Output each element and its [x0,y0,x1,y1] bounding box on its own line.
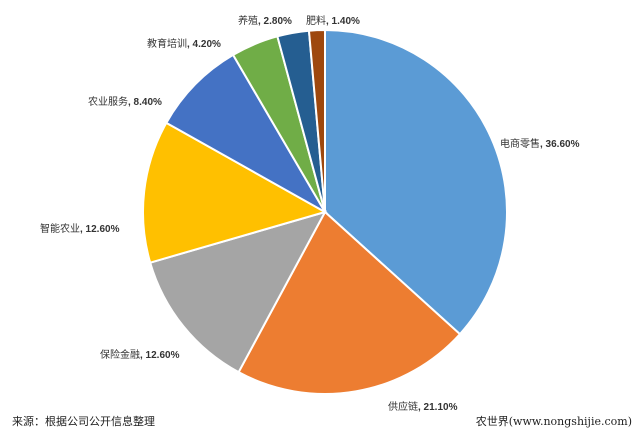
slice-label-value: , 8.40% [128,97,162,108]
slice-label: 智能农业, 12.60% [40,222,120,235]
slice-label-value: , 1.40% [326,16,360,27]
pie-slice [142,121,328,264]
pie-slice [237,210,462,395]
slice-label-value: , 12.60% [80,224,120,235]
slice-label: 农业服务, 8.40% [88,95,162,108]
slice-label-name: 智能农业 [40,222,80,235]
slice-label-value: , 4.20% [187,39,221,50]
slice-label: 保险金融, 12.60% [100,348,180,361]
slice-label: 养殖, 2.80% [238,14,292,27]
slice-label: 教育培训, 4.20% [147,37,221,50]
slice-label-name: 农业服务 [88,95,128,108]
slice-label-name: 教育培训 [147,37,187,50]
slice-label-name: 肥料 [306,14,326,27]
slice-label: 肥料, 1.40% [306,14,360,27]
slice-label-value: , 36.60% [540,139,580,150]
pie-slice [307,28,326,213]
pie-slice [148,210,328,374]
slice-label-name: 电商零售 [500,137,540,150]
slice-label: 供应链, 21.10% [388,400,458,413]
credit-note: 农世界(www.nongshijie.com) [475,415,632,428]
slice-label-name: 供应链 [388,400,418,413]
slice-label-name: 保险金融 [100,348,140,361]
slice-label-value: , 21.10% [418,402,458,413]
slice-label-name: 养殖 [238,14,258,27]
source-note: 来源：根据公司公开信息整理 [12,415,155,428]
slice-label: 电商零售, 36.60% [500,137,580,150]
pie-slice [324,28,508,336]
slice-label-value: , 12.60% [140,350,180,361]
pie-slice [164,53,328,215]
slice-label-value: , 2.80% [258,16,292,27]
